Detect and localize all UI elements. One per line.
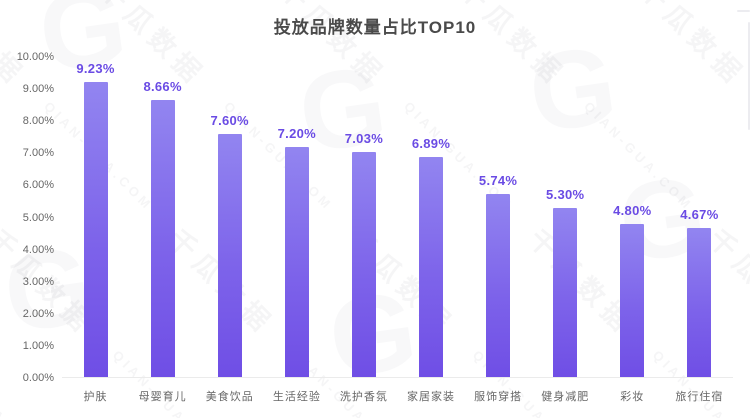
bar-column: 5.30% [532, 57, 599, 378]
ui-edge-fragment-side [748, 22, 750, 130]
bar-value-label: 5.74% [478, 172, 518, 188]
y-tick-label: 3.00% [22, 275, 54, 288]
bar-value-label: 8.66% [143, 79, 182, 95]
bar-column: 7.60% [196, 57, 263, 378]
bar-column: 4.80% [599, 57, 666, 378]
y-tick-label: 6.00% [22, 179, 54, 192]
plot-area: 0.00% 1.00% 2.00% 3.00% 4.00% 5.00% 6.00% 7.00%… [17, 51, 733, 384]
bar-column: 7.20% [263, 57, 330, 378]
y-tick-label: 9.00% [22, 83, 54, 96]
y-tick-label: 5.00% [22, 211, 54, 224]
bar-value-label: 6.89% [411, 135, 451, 151]
category-label: 旅行住宿 [675, 391, 724, 403]
bar [419, 156, 444, 378]
x-axis-labels: 护肤 母婴育儿 美食饮品 生活经验 洗护香氛 家居家装 服饰穿搭 健身减肥 彩妆 旅行住宿 [62, 388, 733, 404]
bar [351, 152, 376, 378]
category-label: 洗护香氛 [339, 391, 388, 403]
bars-container: 9.23% 8.66% 7.60% 7.20% 7.03% 6.89% 5.74% 5.30%… [62, 57, 733, 378]
bar [687, 228, 712, 378]
y-tick-label: 0.00% [22, 372, 54, 384]
bar-value-label: 7.20% [277, 125, 317, 141]
y-tick-label: 10.00% [16, 51, 54, 63]
bar [217, 134, 242, 378]
bar-value-label: 4.67% [680, 207, 719, 223]
category-label: 服饰穿搭 [474, 391, 523, 403]
category-label: 美食饮品 [205, 391, 254, 403]
category-label: 彩妆 [620, 391, 645, 403]
y-tick-label: 1.00% [22, 339, 54, 352]
y-tick-label: 4.00% [22, 243, 54, 256]
bar [150, 100, 175, 378]
bar-column: 5.74% [465, 57, 532, 378]
chart-title: 投放品牌数量占比TOP10 [273, 18, 477, 37]
bar-column: 6.89% [397, 57, 464, 378]
bar-column: 8.66% [129, 57, 196, 378]
bar [553, 207, 578, 378]
bar [83, 81, 108, 378]
y-axis: 0.00% 1.00% 2.00% 3.00% 4.00% 5.00% 6.00% 7.00%… [17, 51, 733, 384]
bar-column: 4.67% [666, 57, 733, 378]
bar [284, 146, 309, 378]
y-tick-label: 8.00% [22, 115, 54, 128]
bar-value-label: 9.23% [76, 60, 115, 76]
ui-edge-fragment-top [737, 10, 750, 12]
bar-value-label: 7.60% [210, 113, 249, 129]
y-tick-label: 2.00% [22, 307, 54, 320]
category-label: 健身减肥 [541, 391, 590, 403]
bar [620, 223, 645, 378]
bar-value-label: 7.03% [344, 131, 384, 147]
category-label: 生活经验 [272, 391, 321, 403]
x-axis-line [62, 377, 733, 378]
bar-column: 7.03% [330, 57, 397, 378]
bar [486, 193, 511, 378]
bar-value-label: 5.30% [546, 186, 585, 202]
bar-value-label: 4.80% [613, 202, 652, 218]
category-label: 护肤 [83, 391, 108, 403]
bar-column: 9.23% [62, 57, 129, 378]
category-label: 家居家装 [407, 391, 456, 403]
category-label: 母婴育儿 [138, 391, 187, 403]
y-tick-label: 7.00% [22, 147, 54, 160]
